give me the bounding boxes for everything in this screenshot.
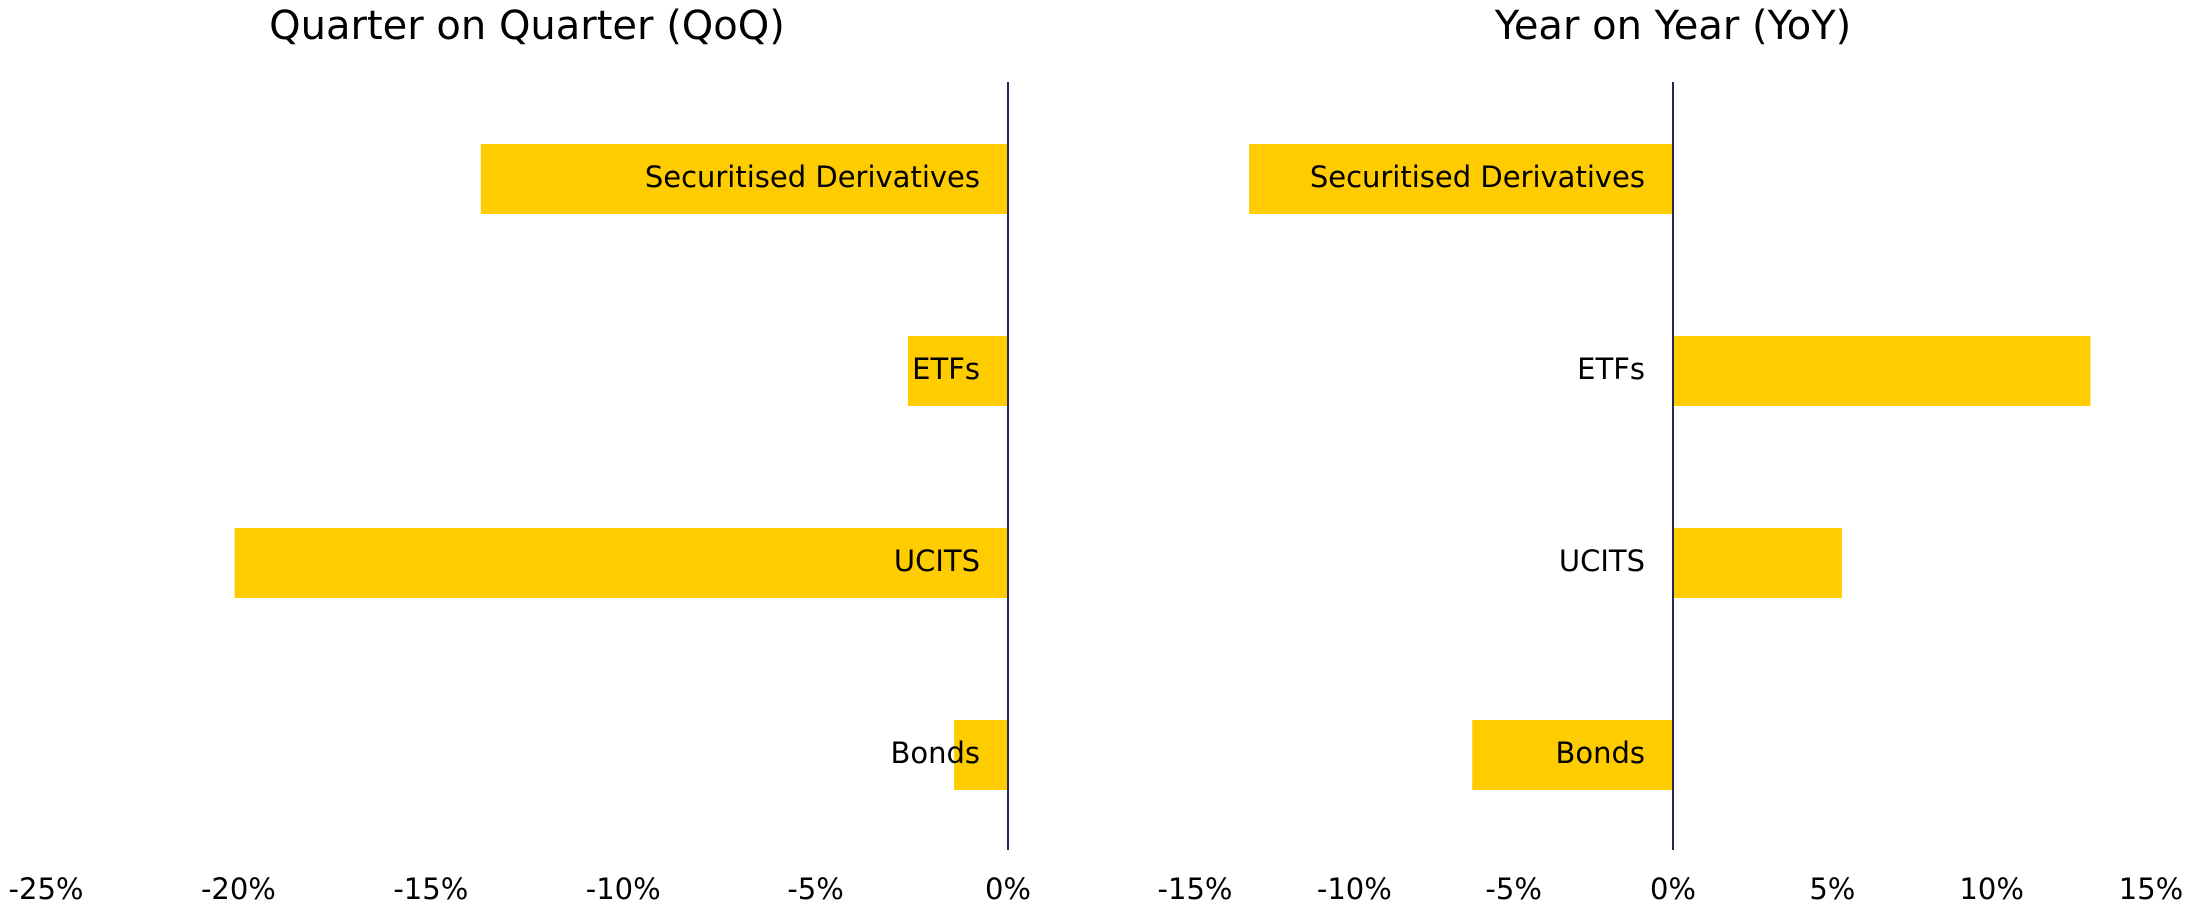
x-tick-label: -15% <box>393 872 468 903</box>
bar <box>1673 528 1842 598</box>
bar <box>907 336 1008 406</box>
x-tick-label: 10% <box>1959 872 2023 903</box>
category-label: ETFs <box>1577 352 1645 386</box>
x-tick-label: 15% <box>2119 872 2183 903</box>
x-tick-label: -25% <box>9 872 84 903</box>
x-tick-label: -5% <box>787 872 843 903</box>
category-label: Securitised Derivatives <box>1310 160 1645 194</box>
bar <box>954 720 1008 790</box>
bar <box>1673 336 2091 406</box>
category-label: UCITS <box>894 544 980 578</box>
x-tick-label: 0% <box>1650 872 1696 903</box>
x-tick-label: 0% <box>985 872 1031 903</box>
x-tick-label: -15% <box>1158 872 1233 903</box>
category-label: Bonds <box>890 736 980 770</box>
x-tick-label: -10% <box>1317 872 1392 903</box>
x-tick-label: -10% <box>586 872 661 903</box>
x-tick-label: 5% <box>1809 872 1855 903</box>
chart-title: Year on Year (YoY) <box>1494 3 1852 49</box>
category-label: UCITS <box>1559 544 1645 578</box>
bar <box>1472 720 1673 790</box>
chart-title: Quarter on Quarter (QoQ) <box>269 3 785 49</box>
category-label: Bonds <box>1555 736 1645 770</box>
category-label: Securitised Derivatives <box>645 160 980 194</box>
category-label: ETFs <box>912 352 980 386</box>
bar <box>1249 144 1673 214</box>
bar <box>234 528 1008 598</box>
x-tick-label: -5% <box>1485 872 1541 903</box>
bar <box>480 144 1009 214</box>
x-tick-label: -20% <box>201 872 276 903</box>
